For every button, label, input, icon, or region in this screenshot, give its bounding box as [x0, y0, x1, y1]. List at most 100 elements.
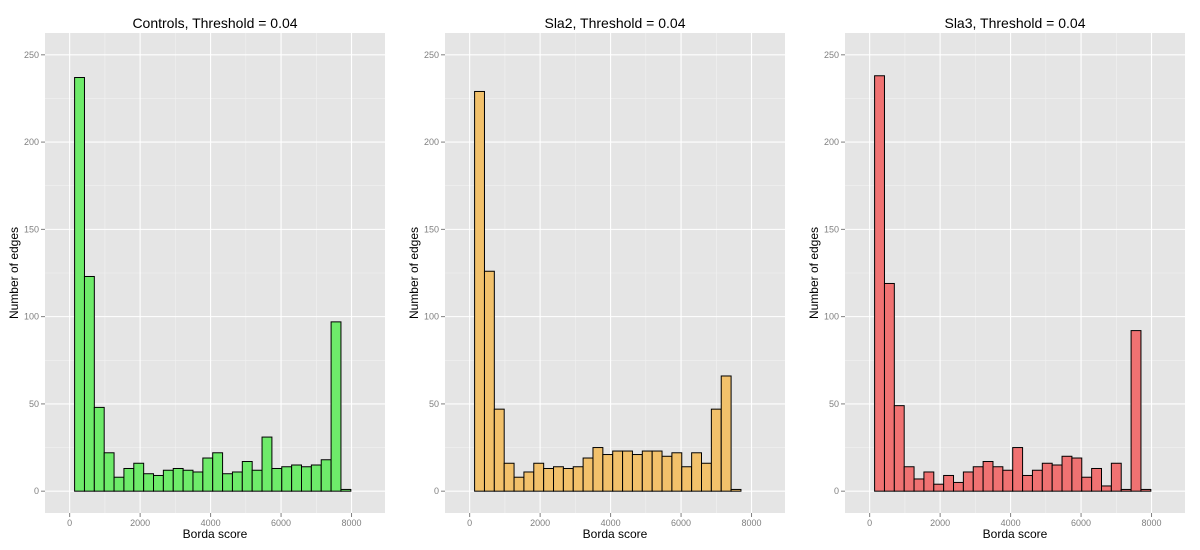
histogram-bar	[483, 270, 495, 492]
y-tick-label: 250	[824, 50, 839, 60]
histogram-bar	[572, 466, 584, 492]
histogram-bar	[883, 282, 895, 492]
histogram-bar	[281, 466, 293, 492]
histogram-bar	[162, 469, 174, 492]
histogram-bar	[513, 476, 525, 492]
histogram-bar	[172, 467, 184, 492]
histogram-bar	[310, 464, 322, 492]
y-tick-label: 0	[434, 486, 439, 496]
x-tick-label: 4000	[601, 518, 621, 528]
histogram-bar	[543, 467, 555, 492]
histogram-bar	[943, 474, 955, 492]
histogram-bar	[74, 77, 85, 492]
y-tick-label: 0	[834, 486, 839, 496]
y-tick-label: 200	[24, 137, 39, 147]
histogram-bar	[612, 450, 624, 492]
x-tick-label: 2000	[530, 518, 550, 528]
y-tick-label: 200	[824, 137, 839, 147]
y-tick-label: 200	[424, 137, 439, 147]
histogram-bar	[113, 476, 125, 492]
histogram-bar	[123, 467, 135, 492]
y-tick-label: 100	[424, 312, 439, 322]
histogram-bar	[1061, 455, 1073, 492]
x-tick-label: 8000	[342, 518, 362, 528]
histogram-bar	[182, 469, 194, 492]
histogram-bar	[641, 450, 653, 492]
panel-3: 0 2000 4000 6000 8000 0 50 100 150 200 250 Sla3, Th…	[807, 15, 1185, 541]
histogram-bar	[681, 466, 693, 492]
panel-2: 0 2000 4000 6000 8000 0 50 100 150 200 250 Sla2, Th…	[407, 15, 785, 541]
x-tick-label: 4000	[201, 518, 221, 528]
histogram-bar	[474, 90, 485, 492]
histogram-bar	[661, 455, 673, 492]
histogram-bar	[1012, 447, 1024, 492]
histogram-bar	[330, 321, 342, 492]
histogram-bar	[671, 452, 683, 492]
x-tick-label: 4000	[1001, 518, 1021, 528]
histogram-bar	[1081, 476, 1093, 492]
y-axis-label: Number of edges	[807, 227, 821, 319]
x-tick-label: 0	[467, 518, 472, 528]
histogram-bar	[93, 406, 105, 492]
histogram-bar	[592, 447, 604, 492]
histogram-bar	[241, 461, 253, 492]
histogram-bar	[602, 454, 614, 492]
histogram-bar	[301, 466, 312, 492]
y-tick-label: 100	[24, 312, 39, 322]
histogram-bar	[192, 471, 204, 492]
histogram-bar	[1101, 485, 1112, 492]
x-axis-label: Borda score	[583, 527, 648, 541]
panel-1: 0 2000 4000 6000 8000 0 50 100 150 200 250 Controls…	[7, 15, 385, 541]
histogram-bar	[340, 488, 352, 492]
histogram-bar	[493, 408, 505, 492]
histogram-bar	[962, 471, 974, 492]
histogram-bar	[1110, 462, 1122, 492]
histogram-bar	[523, 471, 535, 492]
histogram-bar	[1071, 457, 1083, 492]
y-tick-label: 150	[824, 224, 839, 234]
histogram-bar	[1140, 488, 1152, 492]
histogram-bar	[503, 462, 515, 492]
y-tick-label: 50	[829, 399, 839, 409]
histogram-bar	[291, 464, 303, 492]
histogram-bar	[1130, 330, 1142, 492]
histogram-bar	[982, 461, 994, 492]
histogram-bar	[271, 467, 283, 492]
histogram-bar	[701, 462, 712, 492]
histogram-bar	[1120, 488, 1132, 492]
histogram-bar	[231, 471, 243, 492]
histogram-bar	[320, 459, 332, 492]
panel-title: Sla3, Threshold = 0.04	[944, 15, 1085, 31]
histogram-bar	[1002, 469, 1014, 492]
panel-title: Sla2, Threshold = 0.04	[544, 15, 685, 31]
histogram-bar	[913, 478, 925, 492]
histogram-bar	[874, 75, 885, 492]
y-axis-label: Number of edges	[407, 227, 421, 319]
x-tick-label: 2000	[130, 518, 150, 528]
y-tick-label: 250	[24, 50, 39, 60]
y-tick-label: 50	[29, 399, 39, 409]
histogram-bar	[1051, 464, 1063, 492]
histogram-bar	[153, 474, 164, 492]
histogram-bar	[212, 452, 224, 492]
panel-title: Controls, Threshold = 0.04	[132, 15, 297, 31]
histogram-bar	[143, 473, 155, 492]
y-tick-label: 150	[24, 224, 39, 234]
histogram-bar	[933, 483, 945, 492]
histogram-bar	[222, 473, 233, 492]
x-tick-label: 6000	[671, 518, 691, 528]
x-tick-label: 6000	[271, 518, 291, 528]
y-axis-label: Number of edges	[7, 227, 21, 319]
histogram-bar	[923, 471, 935, 492]
histogram-bar	[553, 466, 564, 492]
histogram-bar	[893, 405, 905, 492]
y-tick-label: 100	[824, 312, 839, 322]
x-tick-label: 0	[67, 518, 72, 528]
histogram-bar	[691, 452, 703, 492]
y-tick-label: 150	[424, 224, 439, 234]
histogram-bar	[562, 467, 574, 492]
x-tick-label: 2000	[930, 518, 950, 528]
x-axis-label: Borda score	[983, 527, 1048, 541]
histogram-bar	[261, 436, 273, 492]
